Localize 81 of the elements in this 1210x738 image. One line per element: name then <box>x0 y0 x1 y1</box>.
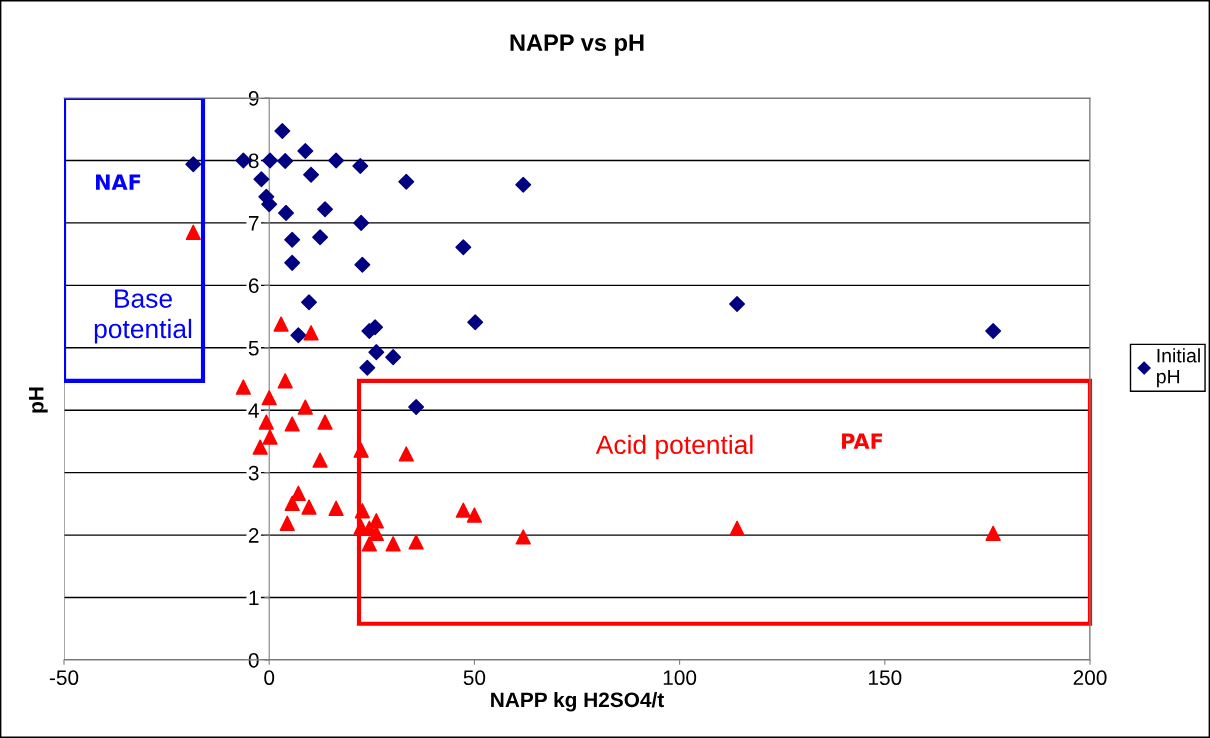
y-tick-label: 8 <box>248 153 259 169</box>
point <box>297 143 314 160</box>
point <box>985 322 1002 339</box>
point <box>301 499 317 515</box>
y-tick-label: 3 <box>248 465 259 481</box>
point <box>278 204 295 221</box>
point <box>515 529 531 545</box>
point <box>252 439 268 455</box>
point <box>290 485 306 501</box>
point <box>317 201 333 218</box>
x-tick-label: 150 <box>869 670 902 686</box>
annotation: NAF <box>96 174 141 190</box>
point <box>258 414 274 430</box>
x-axis-title: NAPP kg H2SO4/t <box>491 691 664 712</box>
point <box>303 325 319 341</box>
point <box>352 158 369 175</box>
x-tick-label: 0 <box>264 670 275 686</box>
point <box>385 536 401 552</box>
point <box>312 229 329 246</box>
point <box>385 349 402 366</box>
point <box>466 507 483 523</box>
point <box>361 536 377 552</box>
point <box>408 399 425 416</box>
point <box>368 344 385 361</box>
y-tick-label: 4 <box>248 403 259 418</box>
point <box>185 224 201 240</box>
x-tick-label: 50 <box>463 670 486 686</box>
point <box>353 442 369 458</box>
point <box>729 296 746 313</box>
point <box>284 495 300 511</box>
legend-label: Initial pH <box>1157 348 1200 388</box>
y-tick-label: 5 <box>248 340 259 356</box>
point <box>353 214 370 231</box>
point <box>262 152 278 169</box>
point <box>515 176 532 193</box>
point <box>253 171 270 188</box>
point <box>455 239 472 256</box>
y-tick-label: 7 <box>248 216 259 231</box>
point <box>290 327 307 344</box>
point <box>398 173 415 190</box>
point <box>985 525 1001 541</box>
point <box>301 294 317 311</box>
point <box>312 452 328 468</box>
point <box>467 314 484 331</box>
x-tick-label: 200 <box>1073 670 1107 686</box>
chart-title: NAPP vs pH <box>510 34 644 56</box>
point <box>354 256 371 273</box>
y-tick-label: 1 <box>249 590 259 606</box>
x-tick-label: 100 <box>663 670 697 686</box>
y-tick-label: 2 <box>248 528 259 543</box>
point <box>328 500 344 516</box>
y-axis-title: pH <box>29 387 48 413</box>
point <box>277 373 293 389</box>
point <box>279 515 295 531</box>
point <box>359 359 376 376</box>
point <box>455 502 471 518</box>
annotation: Base potential <box>94 289 192 344</box>
point <box>262 429 278 445</box>
point <box>284 254 301 271</box>
point <box>284 231 301 248</box>
point <box>261 390 277 406</box>
point <box>274 123 291 140</box>
point <box>354 503 371 519</box>
point <box>235 379 251 395</box>
point <box>284 416 300 432</box>
y-tick-label: 9 <box>248 91 259 106</box>
y-tick-label: 0 <box>248 653 259 668</box>
point <box>317 414 333 430</box>
point <box>277 153 294 170</box>
annotation: Acid potential <box>595 434 753 460</box>
x-tick-label: -50 <box>49 670 79 686</box>
point <box>297 399 313 415</box>
point <box>185 156 202 173</box>
point <box>729 520 745 536</box>
point <box>273 316 289 332</box>
annotation: PAF <box>842 433 883 449</box>
y-tick-label: 6 <box>248 278 259 294</box>
point <box>398 446 414 462</box>
point <box>328 152 345 169</box>
point <box>408 534 424 550</box>
point <box>303 166 320 183</box>
